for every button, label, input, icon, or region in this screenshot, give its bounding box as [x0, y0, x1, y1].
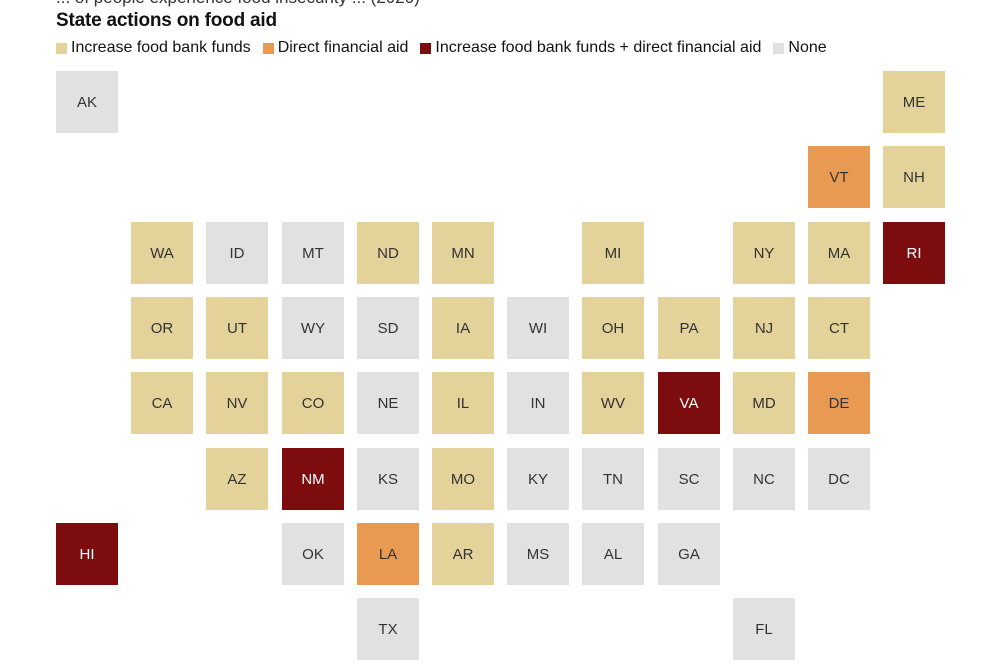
state-tile-wa: WA [131, 222, 193, 284]
state-tile-wy: WY [282, 297, 344, 359]
state-tile-al: AL [582, 523, 644, 585]
state-tile-ca: CA [131, 372, 193, 434]
legend-item-increase: Increase food bank funds [56, 39, 251, 57]
legend: Increase food bank funds Direct financia… [56, 39, 839, 57]
legend-item-both: Increase food bank funds + direct financ… [420, 39, 761, 57]
state-tile-ok: OK [282, 523, 344, 585]
map-title: State actions on food aid [56, 10, 277, 31]
state-tile-dc: DC [808, 448, 870, 510]
state-tile-nd: ND [357, 222, 419, 284]
state-tile-wi: WI [507, 297, 569, 359]
state-tile-mn: MN [432, 222, 494, 284]
state-tile-oh: OH [582, 297, 644, 359]
legend-swatch-none [773, 42, 785, 54]
state-tile-ky: KY [507, 448, 569, 510]
legend-item-none: None [773, 39, 827, 57]
state-tile-tn: TN [582, 448, 644, 510]
legend-label-none: None [788, 39, 827, 56]
state-tile-ut: UT [206, 297, 268, 359]
state-tile-ga: GA [658, 523, 720, 585]
state-tile-nc: NC [733, 448, 795, 510]
state-tile-tx: TX [357, 598, 419, 660]
state-tile-ak: AK [56, 71, 118, 133]
state-tile-ia: IA [432, 297, 494, 359]
legend-swatch-direct [262, 42, 274, 54]
state-tile-me: ME [883, 71, 945, 133]
state-tile-or: OR [131, 297, 193, 359]
state-tile-mo: MO [432, 448, 494, 510]
state-tile-de: DE [808, 372, 870, 434]
state-tile-nj: NJ [733, 297, 795, 359]
state-tile-ar: AR [432, 523, 494, 585]
state-tile-fl: FL [733, 598, 795, 660]
state-tile-ne: NE [357, 372, 419, 434]
state-tile-ny: NY [733, 222, 795, 284]
legend-label-direct: Direct financial aid [277, 39, 409, 56]
state-tile-ks: KS [357, 448, 419, 510]
cropped-subtitle: ... of people experience food insecurity… [56, 0, 420, 8]
state-tile-id: ID [206, 222, 268, 284]
state-tile-va: VA [658, 372, 720, 434]
state-tile-sc: SC [658, 448, 720, 510]
state-tile-ri: RI [883, 222, 945, 284]
state-tile-md: MD [733, 372, 795, 434]
state-tile-ms: MS [507, 523, 569, 585]
legend-swatch-increase [56, 42, 67, 54]
state-tile-il: IL [432, 372, 494, 434]
state-tile-pa: PA [658, 297, 720, 359]
legend-label-increase: Increase food bank funds [71, 39, 251, 56]
state-tile-nm: NM [282, 448, 344, 510]
state-tile-ct: CT [808, 297, 870, 359]
state-tile-hi: HI [56, 523, 118, 585]
state-tile-az: AZ [206, 448, 268, 510]
state-tile-nv: NV [206, 372, 268, 434]
state-tile-in: IN [507, 372, 569, 434]
state-tile-mt: MT [282, 222, 344, 284]
legend-item-direct: Direct financial aid [262, 39, 409, 57]
state-tile-mi: MI [582, 222, 644, 284]
legend-swatch-both [420, 42, 432, 54]
state-tile-nh: NH [883, 146, 945, 208]
state-tile-wv: WV [582, 372, 644, 434]
state-tile-ma: MA [808, 222, 870, 284]
state-tile-co: CO [282, 372, 344, 434]
state-tile-sd: SD [357, 297, 419, 359]
legend-label-both: Increase food bank funds + direct financ… [435, 39, 762, 56]
state-tile-vt: VT [808, 146, 870, 208]
state-tile-la: LA [357, 523, 419, 585]
